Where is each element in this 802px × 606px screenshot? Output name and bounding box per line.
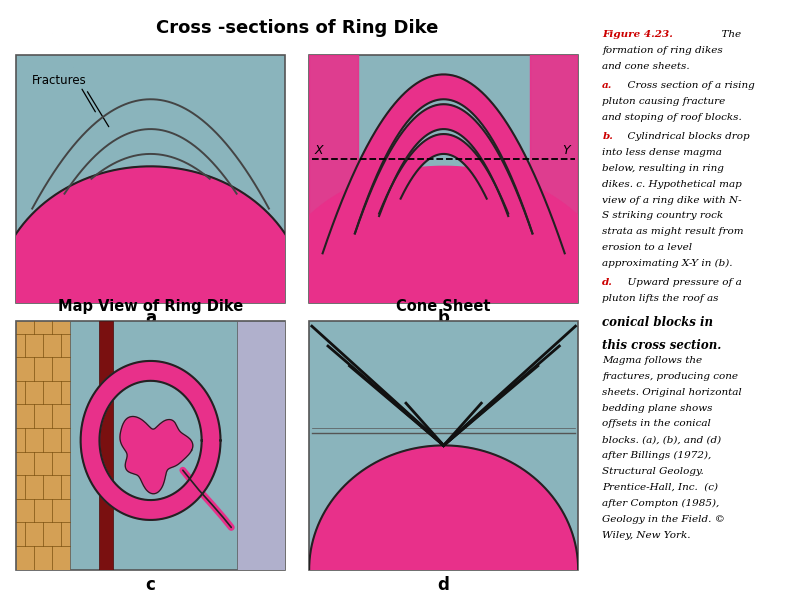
Text: Cross section of a rising: Cross section of a rising bbox=[620, 81, 754, 90]
Text: erosion to a level: erosion to a level bbox=[602, 243, 691, 252]
Text: view of a ring dike with N-: view of a ring dike with N- bbox=[602, 196, 741, 204]
Text: and cone sheets.: and cone sheets. bbox=[602, 62, 689, 71]
Polygon shape bbox=[322, 75, 564, 253]
Text: Cone Sheet: Cone Sheet bbox=[395, 299, 490, 314]
Bar bbox=[16, 321, 70, 570]
Text: after Billings (1972),: after Billings (1972), bbox=[602, 451, 711, 461]
Text: and stoping of roof blocks.: and stoping of roof blocks. bbox=[602, 113, 741, 122]
Text: Map View of Ring Dike: Map View of Ring Dike bbox=[58, 299, 242, 314]
Text: after Compton (1985),: after Compton (1985), bbox=[602, 499, 719, 508]
Polygon shape bbox=[119, 416, 192, 494]
Text: Prentice-Hall, Inc.  (c): Prentice-Hall, Inc. (c) bbox=[602, 483, 717, 492]
Polygon shape bbox=[309, 55, 357, 303]
Text: pluton causing fracture: pluton causing fracture bbox=[602, 98, 725, 107]
Text: conical blocks in: conical blocks in bbox=[602, 316, 712, 329]
Text: approximating X-Y in (b).: approximating X-Y in (b). bbox=[602, 259, 732, 268]
Text: formation of ring dikes: formation of ring dikes bbox=[602, 46, 722, 55]
Text: Magma follows the: Magma follows the bbox=[602, 356, 702, 365]
Text: Fractures: Fractures bbox=[32, 75, 87, 87]
Text: X: X bbox=[314, 144, 322, 157]
Text: c: c bbox=[145, 576, 156, 593]
Text: offsets in the conical: offsets in the conical bbox=[602, 419, 711, 428]
Text: blocks. (a), (b), and (d): blocks. (a), (b), and (d) bbox=[602, 435, 720, 444]
Text: Cylindrical blocks drop: Cylindrical blocks drop bbox=[620, 132, 749, 141]
Text: The: The bbox=[715, 30, 740, 39]
Text: Upward pressure of a: Upward pressure of a bbox=[620, 278, 741, 287]
Text: a.: a. bbox=[602, 81, 612, 90]
Polygon shape bbox=[379, 134, 508, 213]
Text: strata as might result from: strata as might result from bbox=[602, 227, 743, 236]
Text: this cross section.: this cross section. bbox=[602, 339, 721, 352]
Text: S striking country rock: S striking country rock bbox=[602, 211, 723, 221]
Text: d.: d. bbox=[602, 278, 613, 287]
Polygon shape bbox=[80, 361, 221, 520]
Text: Cross -sections of Ring Dike: Cross -sections of Ring Dike bbox=[156, 19, 438, 37]
Text: Wiley, New York.: Wiley, New York. bbox=[602, 531, 690, 539]
Text: a: a bbox=[145, 309, 156, 327]
Text: sheets. Original horizontal: sheets. Original horizontal bbox=[602, 388, 741, 397]
Polygon shape bbox=[269, 167, 618, 303]
Text: bedding plane shows: bedding plane shows bbox=[602, 404, 712, 413]
Polygon shape bbox=[354, 104, 532, 233]
Text: pluton lifts the roof as: pluton lifts the roof as bbox=[602, 294, 718, 302]
Text: Geology in the Field. ©: Geology in the Field. © bbox=[602, 514, 724, 524]
Text: Figure 4.23.: Figure 4.23. bbox=[602, 30, 672, 39]
Text: into less dense magma: into less dense magma bbox=[602, 148, 721, 157]
Polygon shape bbox=[529, 55, 577, 303]
Text: Y: Y bbox=[561, 144, 569, 157]
Text: below, resulting in ring: below, resulting in ring bbox=[602, 164, 723, 173]
Text: dikes. c. Hypothetical map: dikes. c. Hypothetical map bbox=[602, 179, 741, 188]
Text: d: d bbox=[437, 576, 449, 593]
Polygon shape bbox=[309, 445, 577, 570]
Text: fractures, producing cone: fractures, producing cone bbox=[602, 372, 737, 381]
Bar bbox=[99, 321, 113, 570]
Bar bbox=[237, 321, 285, 570]
Text: b: b bbox=[437, 309, 449, 327]
Text: b.: b. bbox=[602, 132, 613, 141]
Polygon shape bbox=[0, 167, 306, 303]
Text: Structural Geology.: Structural Geology. bbox=[602, 467, 703, 476]
